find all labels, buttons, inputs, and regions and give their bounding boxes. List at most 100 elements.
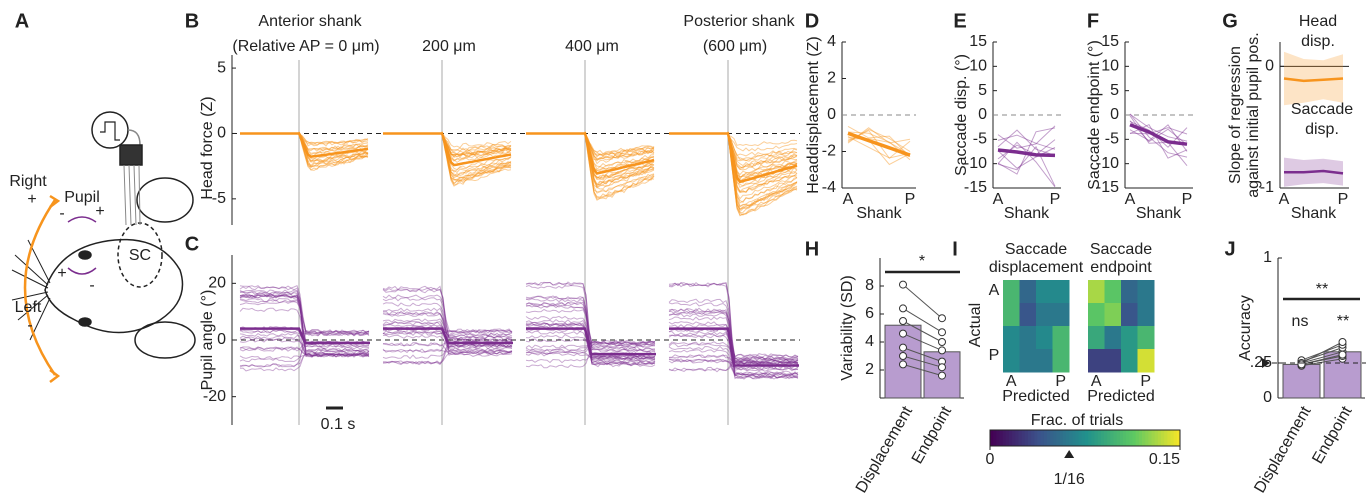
heatmap-cell	[1104, 280, 1122, 304]
pupil-mean	[669, 327, 799, 367]
y-tick-label: 15	[1101, 33, 1119, 50]
head-trace	[727, 131, 798, 211]
colorbar-tick-label: 0.15	[1149, 451, 1180, 468]
point	[938, 338, 946, 346]
y-tick-label: .25	[1250, 354, 1272, 371]
head-trace	[727, 131, 798, 204]
colorbar-segment	[1097, 430, 1102, 446]
head-trace	[441, 131, 512, 177]
head-trace	[727, 134, 798, 203]
series-label: disp.	[1305, 121, 1339, 138]
head-trace	[727, 133, 798, 170]
colorbar-segment	[1012, 430, 1016, 446]
matrix-title: Saccade	[1005, 241, 1067, 258]
pupil-trace	[525, 301, 656, 349]
colorbar-segment	[1126, 430, 1130, 446]
heatmap-cell	[1088, 280, 1105, 304]
pupil-trace	[525, 308, 656, 345]
amplifier	[91, 111, 129, 149]
colorbar-segment	[1116, 430, 1121, 446]
heatmap-cell	[1088, 349, 1105, 373]
head-trace	[584, 132, 655, 200]
heatmap-cell	[1036, 303, 1053, 327]
colorbar-segment	[1043, 430, 1048, 446]
heatmap-cell	[1121, 280, 1138, 304]
pupil-trace	[239, 294, 370, 358]
head-trace	[584, 132, 655, 158]
arrow-heads	[49, 194, 61, 383]
colorbar-segment	[1173, 430, 1178, 446]
head-trace	[584, 133, 655, 186]
head-trace	[727, 134, 798, 210]
panel-label: B	[185, 10, 199, 32]
y-tick-label: 0	[827, 106, 836, 123]
heatmap-cell	[1121, 326, 1138, 350]
subject-line	[997, 129, 1056, 156]
subject-line	[1129, 113, 1188, 142]
y-tick-label: 6	[865, 305, 874, 322]
head-trace	[584, 135, 655, 188]
axis-title: Shank	[1291, 205, 1337, 222]
head-trace	[298, 132, 369, 163]
pupil-trace	[239, 352, 370, 360]
column-title: 400 μm	[565, 38, 619, 55]
head-trace	[441, 134, 512, 174]
heatmap-cell	[1036, 349, 1053, 373]
head-trace	[584, 131, 655, 160]
pair-line	[902, 355, 943, 368]
point	[938, 363, 946, 372]
y-tick-label: P	[989, 347, 1000, 364]
head-trace	[298, 132, 369, 163]
head-trace	[441, 132, 512, 158]
head-mean	[240, 132, 369, 159]
y-tick-label: -4	[822, 179, 836, 196]
colorbar-segment	[1151, 430, 1156, 446]
colorbar-segment	[1145, 430, 1149, 446]
y-tick-label: 5	[978, 82, 987, 99]
pupil-trace	[525, 353, 656, 364]
head-trace	[727, 134, 798, 181]
point	[899, 343, 907, 352]
y-tick-label: 10	[1101, 58, 1119, 75]
pupil-trace	[239, 349, 370, 372]
mouse-eye	[78, 250, 92, 260]
heatmap-cell	[1036, 326, 1053, 350]
y-tick-label: -5	[212, 190, 226, 207]
y-tick-label: 10	[969, 58, 987, 75]
head-trace	[441, 133, 512, 173]
colorbar-segment	[1107, 430, 1111, 446]
head-trace	[441, 131, 512, 181]
significance: **	[1337, 313, 1349, 330]
colorbar-segment	[1034, 430, 1038, 446]
axis-title: Shank	[1136, 205, 1182, 222]
head-trace	[584, 135, 655, 180]
subject-line	[997, 134, 1056, 150]
head-trace	[584, 133, 655, 156]
point	[1338, 338, 1347, 346]
y-tick-label: 0	[978, 106, 987, 123]
head-trace	[727, 134, 798, 178]
series-label: Saccade	[1291, 101, 1353, 118]
panel-label: C	[185, 233, 199, 255]
head-mean	[669, 132, 798, 184]
heatmap-cell	[1088, 326, 1105, 350]
head-trace	[298, 131, 369, 145]
colorbar-tick-label: 0	[986, 451, 995, 468]
pupil-trace	[382, 334, 513, 352]
pupil-trace	[668, 358, 799, 372]
mouse-schematic	[11, 111, 196, 383]
colorbar-segment	[1053, 430, 1057, 446]
pupil-trace	[525, 330, 656, 365]
pupil-mean	[383, 327, 513, 345]
axis-title: Head force (Z)	[199, 96, 216, 199]
heatmap-cell	[1121, 303, 1138, 327]
mean-line	[997, 148, 1056, 158]
colorbar-segment	[1037, 430, 1042, 446]
pupil-trace	[382, 343, 513, 366]
head-trace	[727, 133, 798, 178]
pair-line	[902, 333, 943, 351]
colorbar-tick-label: 1/16	[1054, 471, 1085, 488]
head-trace	[298, 134, 369, 147]
head-trace	[441, 132, 512, 149]
